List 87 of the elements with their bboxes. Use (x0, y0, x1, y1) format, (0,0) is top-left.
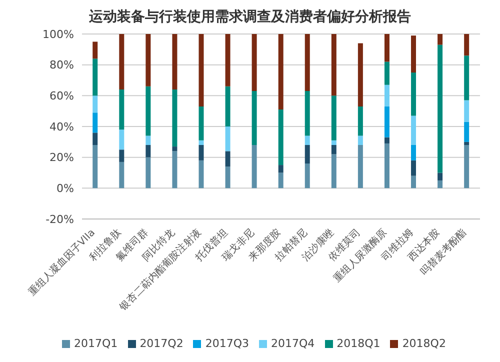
bar (358, 136, 363, 145)
bar (384, 34, 390, 62)
bar (119, 150, 124, 162)
bar (304, 164, 310, 188)
bar (304, 34, 310, 92)
bar (119, 130, 124, 150)
bar (438, 180, 443, 188)
bar (384, 62, 390, 85)
bar (198, 140, 204, 145)
bar (146, 34, 151, 86)
bar (464, 34, 470, 56)
bar (225, 86, 230, 126)
bar (358, 145, 363, 188)
bar (172, 151, 178, 188)
bar (384, 106, 390, 138)
bar (225, 166, 230, 188)
bar (92, 42, 98, 59)
legend-label: 2017Q1 (74, 337, 118, 350)
legend-label: 2018Q1 (336, 337, 380, 350)
chart-title: 运动装备与行装使用需求调查及消费者偏好分析报告 (88, 8, 412, 27)
bar (92, 132, 98, 145)
bar (146, 145, 151, 158)
bar (252, 34, 257, 92)
bar (278, 165, 284, 173)
bar (411, 36, 416, 73)
bar (411, 160, 416, 176)
bar (172, 90, 178, 147)
bar (304, 136, 310, 145)
bar (92, 112, 98, 133)
bar (331, 34, 336, 96)
bar (411, 145, 416, 160)
bar (411, 72, 416, 116)
bar (172, 34, 178, 90)
bar (119, 162, 124, 188)
bar (198, 106, 204, 140)
bar (438, 34, 443, 45)
bar (278, 34, 284, 110)
bar (464, 142, 470, 145)
bar (304, 91, 310, 136)
legend-label: 2017Q4 (271, 337, 315, 350)
bar (464, 122, 470, 142)
bar (119, 90, 124, 130)
bar (384, 84, 390, 106)
bar (358, 106, 363, 136)
bar (384, 137, 390, 144)
bar (252, 91, 257, 145)
bar (304, 145, 310, 164)
legend-label: 2018Q2 (402, 337, 446, 350)
bar (252, 145, 257, 188)
bar (92, 58, 98, 96)
bar (119, 34, 124, 90)
bar (331, 145, 336, 154)
bar (278, 172, 284, 188)
bar (464, 100, 470, 122)
bar (225, 34, 230, 86)
bar (358, 43, 363, 106)
bar (172, 146, 178, 152)
bar (92, 96, 98, 113)
y-tick-label: 60% (50, 90, 74, 103)
bar (225, 151, 230, 167)
bar (438, 172, 443, 180)
bar (146, 136, 151, 145)
bar (225, 126, 230, 152)
bar (146, 157, 151, 188)
y-tick-label: 80% (50, 58, 74, 72)
y-tick-label: 100% (42, 28, 74, 41)
bar (331, 154, 336, 188)
bar (198, 160, 204, 188)
bar (411, 176, 416, 188)
bar (278, 110, 284, 166)
legend-label: 2017Q2 (140, 337, 184, 350)
bar (331, 96, 336, 140)
bar (411, 116, 416, 145)
bar (92, 145, 98, 188)
bar (198, 34, 204, 106)
bar (331, 140, 336, 145)
bar (464, 145, 470, 188)
legend-label: 2017Q3 (205, 337, 249, 350)
bar (384, 143, 390, 188)
y-tick-label: 20% (50, 151, 74, 164)
y-tick-label: -20% (46, 212, 74, 226)
bar (198, 145, 204, 160)
bar (464, 56, 470, 100)
bar (146, 86, 151, 136)
y-tick-label: 0% (56, 182, 74, 196)
y-tick-label: 40% (50, 120, 74, 134)
bar (438, 44, 443, 173)
